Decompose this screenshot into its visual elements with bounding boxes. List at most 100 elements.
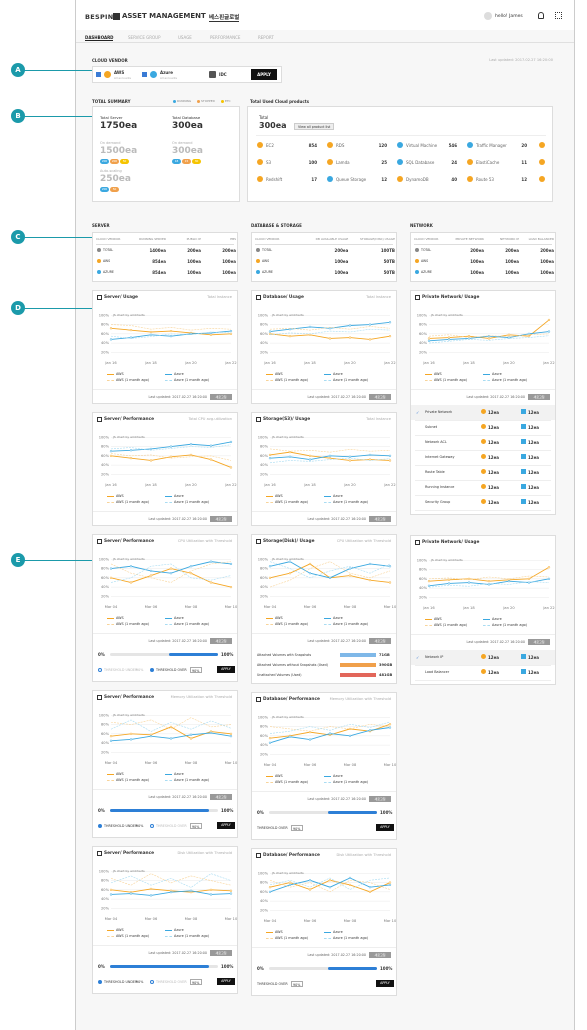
section-title: DATABASE & STORAGE xyxy=(251,223,302,228)
refresh-button[interactable]: 새로고침 xyxy=(210,515,232,522)
legend-swatch xyxy=(107,773,114,775)
threshold-under-label: THRESHOLD UNDER xyxy=(104,824,138,828)
checkbox[interactable] xyxy=(96,72,101,77)
chart-credit: JS chart by amCharts xyxy=(430,558,463,562)
refresh-button[interactable]: 새로고침 xyxy=(369,795,391,802)
radio[interactable] xyxy=(98,824,102,828)
threshold-track[interactable] xyxy=(269,967,377,970)
threshold-input[interactable]: 90% xyxy=(291,980,303,987)
apply-button[interactable]: APPLY xyxy=(251,69,277,80)
point xyxy=(209,893,213,896)
refresh-button[interactable]: 새로고침 xyxy=(210,637,232,644)
bell-icon[interactable] xyxy=(538,12,544,19)
panel-title: Storage(S3)/ Usage xyxy=(263,417,311,422)
legend-label: AWS (1 month ago) xyxy=(116,622,149,626)
legend-swatch xyxy=(324,775,331,777)
ondemand-value: 1500ea xyxy=(100,146,138,156)
apply-button[interactable]: APPLY xyxy=(217,822,235,829)
threshold-input[interactable]: 90% xyxy=(190,822,202,829)
point xyxy=(229,732,233,735)
point xyxy=(268,737,272,740)
series-line xyxy=(110,561,232,583)
threshold-input[interactable]: 90% xyxy=(291,824,303,831)
point xyxy=(348,734,352,737)
threshold-track[interactable] xyxy=(269,811,377,814)
checkbox[interactable] xyxy=(142,72,147,77)
last-updated: Last updated: 2017.02.27 16:20:00 xyxy=(489,58,553,62)
point xyxy=(169,567,173,570)
apply-button[interactable]: APPLY xyxy=(376,824,394,831)
status-badge: 200 xyxy=(110,159,119,164)
product-name: Lamda xyxy=(336,160,350,165)
radio[interactable] xyxy=(98,668,102,672)
y-tick-label: 80% xyxy=(260,725,269,729)
radio[interactable] xyxy=(150,668,154,672)
radio[interactable] xyxy=(98,980,102,984)
refresh-button[interactable]: 새로고침 xyxy=(369,951,391,958)
refresh-button[interactable]: 새로고침 xyxy=(210,793,232,800)
chart: 20% 40% 60% 80% 100% Jan 16 Jan 18 Jan 20 Jan 22… xyxy=(417,313,555,365)
nav-tab[interactable]: USAGE xyxy=(178,35,192,40)
legend-label: AWS (1 month ago) xyxy=(116,934,149,938)
point xyxy=(368,729,372,732)
view-all-button[interactable]: View all product list xyxy=(294,123,335,130)
threshold-track[interactable] xyxy=(110,809,218,812)
refresh-button[interactable]: 새로고침 xyxy=(369,393,391,400)
volume-bar xyxy=(340,663,376,667)
legend-swatch xyxy=(324,781,331,783)
apply-button[interactable]: APPLY xyxy=(217,978,235,985)
point xyxy=(507,580,511,583)
table-header: CLOUD VENDOR xyxy=(96,237,121,241)
radio[interactable] xyxy=(150,824,154,828)
vendor-icon xyxy=(397,142,403,148)
app-icon xyxy=(113,13,120,20)
y-tick-label: 80% xyxy=(101,445,110,449)
radio[interactable] xyxy=(150,980,154,984)
nav-tab[interactable]: PERFORMANCE xyxy=(210,35,241,40)
refresh-button[interactable]: 새로고침 xyxy=(369,637,391,644)
threshold-input[interactable]: 90% xyxy=(190,666,202,673)
point xyxy=(169,455,173,458)
user-name[interactable]: hello! James xyxy=(495,14,523,19)
threshold-input[interactable]: 90% xyxy=(190,978,202,985)
apply-button[interactable]: APPLY xyxy=(217,666,235,673)
refresh-button[interactable]: 새로고침 xyxy=(210,393,232,400)
summary-box: Total Server 1750ea On demand 1500ea 200 200 5… xyxy=(92,106,240,202)
table-vendor: TOTAL xyxy=(103,248,114,252)
legend-swatch xyxy=(165,617,172,619)
nav-tab[interactable]: REPORT xyxy=(258,35,274,40)
y-tick-label: 100% xyxy=(99,313,110,317)
org-select[interactable]: 베스핀글로벌 xyxy=(209,15,240,22)
point xyxy=(189,565,193,568)
series-line xyxy=(110,453,232,461)
legend-swatch xyxy=(107,495,114,497)
threshold-under-label: THRESHOLD UNDER xyxy=(104,980,138,984)
vendor-sub: All accounts xyxy=(160,75,177,80)
refresh-button[interactable]: 새로고침 xyxy=(369,515,391,522)
aws-count: 12ea xyxy=(488,439,499,445)
legend-dot xyxy=(221,100,224,103)
table-header: NETWORK IP xyxy=(500,237,519,241)
row-name: Network IP xyxy=(425,655,444,659)
callout-badge: E xyxy=(11,553,25,567)
table-vendor: AZURE xyxy=(421,270,432,274)
legend-swatch xyxy=(107,617,114,619)
x-tick-label: Mar 04 xyxy=(105,761,118,765)
callout-badge: D xyxy=(11,301,25,315)
refresh-button[interactable]: 새로고침 xyxy=(528,638,550,645)
point xyxy=(109,338,113,341)
apply-button[interactable]: APPLY xyxy=(376,980,394,987)
ondemand-label: On demand xyxy=(100,141,121,145)
threshold-track[interactable] xyxy=(110,965,218,968)
legend-label: Azure (1 month ago) xyxy=(333,936,368,940)
refresh-button[interactable]: 새로고침 xyxy=(210,949,232,956)
threshold-track[interactable] xyxy=(110,653,218,656)
nav-tab[interactable]: DASHBOARD xyxy=(85,35,114,41)
point xyxy=(388,881,392,884)
x-tick-label: Jan 18 xyxy=(144,483,157,487)
legend-label: Azure xyxy=(174,616,184,620)
menu-icon[interactable] xyxy=(555,12,562,19)
nav-tab[interactable]: SERVICE GROUP xyxy=(128,35,161,40)
product-count: 12 xyxy=(521,177,527,182)
refresh-button[interactable]: 새로고침 xyxy=(528,393,550,400)
